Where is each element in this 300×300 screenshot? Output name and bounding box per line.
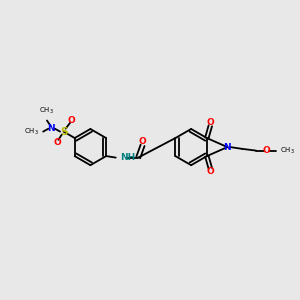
Text: O: O (53, 138, 61, 147)
Text: O: O (68, 116, 76, 125)
Text: N: N (224, 142, 231, 152)
Text: O: O (206, 167, 214, 176)
Text: O: O (206, 118, 214, 127)
Text: S: S (60, 127, 68, 136)
Text: O: O (262, 146, 270, 155)
Text: O: O (139, 137, 146, 146)
Text: N: N (47, 124, 55, 133)
Text: CH$_3$: CH$_3$ (40, 106, 54, 116)
Text: CH$_3$: CH$_3$ (280, 146, 295, 156)
Text: CH$_3$: CH$_3$ (24, 127, 39, 137)
Text: NH: NH (120, 153, 135, 162)
